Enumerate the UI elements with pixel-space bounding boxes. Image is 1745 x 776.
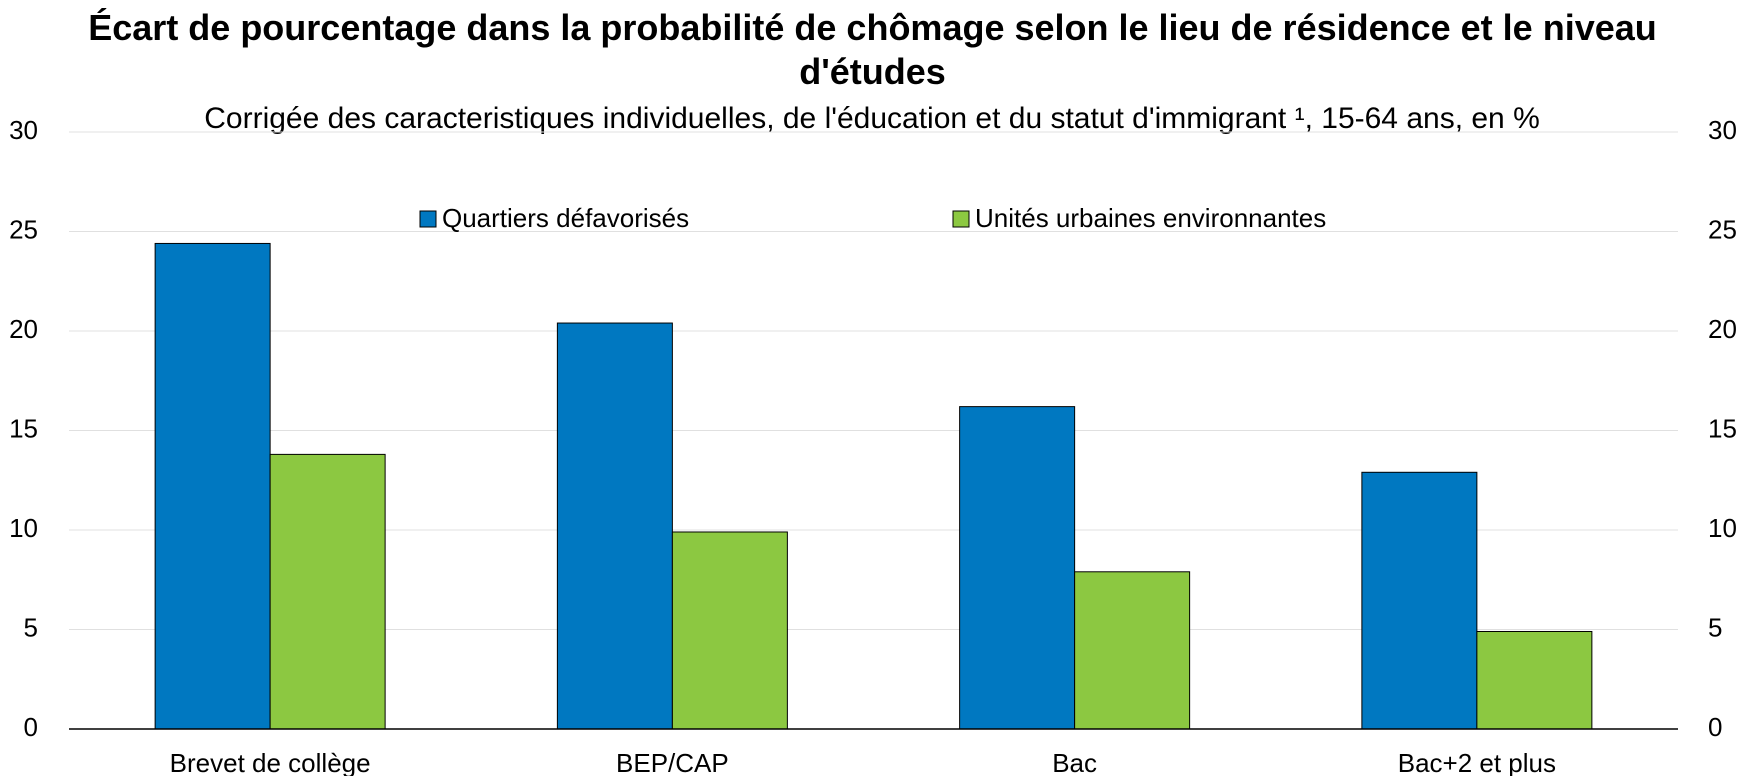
y2-tick-label: 10 xyxy=(1708,513,1737,543)
y2-tick-label: 30 xyxy=(1708,115,1737,145)
bar xyxy=(959,406,1076,730)
y-tick-label: 20 xyxy=(9,314,38,344)
y-tick-label: 0 xyxy=(24,712,38,742)
y2-tick-label: 15 xyxy=(1708,413,1737,443)
y-tick-label: 25 xyxy=(9,214,38,244)
bar xyxy=(556,322,673,730)
legend-swatch xyxy=(419,210,437,228)
x-tick-label: Bac+2 et plus xyxy=(1398,748,1556,776)
y2-tick-label: 20 xyxy=(1708,314,1737,344)
bar xyxy=(1074,571,1191,730)
bar xyxy=(1476,630,1593,730)
y2-tick-label: 25 xyxy=(1708,214,1737,244)
bar xyxy=(1361,471,1478,730)
legend-swatch xyxy=(952,210,970,228)
y-tick-label: 15 xyxy=(9,413,38,443)
y-tick-label: 10 xyxy=(9,513,38,543)
legend-label: Unités urbaines environnantes xyxy=(975,203,1326,233)
x-tick-label: Bac xyxy=(1052,748,1097,776)
y2-tick-label: 5 xyxy=(1708,612,1722,642)
y-tick-label: 30 xyxy=(9,115,38,145)
x-tick-label: BEP/CAP xyxy=(616,748,729,776)
bar xyxy=(671,531,788,730)
bar xyxy=(154,242,271,730)
x-tick-label: Brevet de collège xyxy=(170,748,371,776)
y2-tick-label: 0 xyxy=(1708,712,1722,742)
bar xyxy=(269,453,386,730)
y-tick-label: 5 xyxy=(24,612,38,642)
legend-label: Quartiers défavorisés xyxy=(442,203,689,233)
chart-subtitle: Corrigée des caracteristiques individuel… xyxy=(204,102,1540,135)
chart-title: Écart de pourcentage dans la probabilité… xyxy=(88,7,1657,92)
